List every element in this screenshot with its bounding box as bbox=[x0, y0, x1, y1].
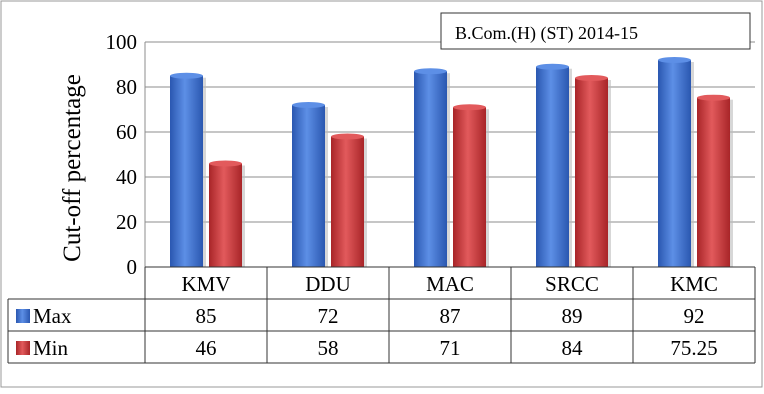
data-value: 84 bbox=[562, 336, 584, 360]
bar-top bbox=[414, 68, 447, 75]
bar-top bbox=[331, 133, 364, 140]
category-label: KMC bbox=[670, 272, 718, 296]
legend-label: Min bbox=[33, 336, 69, 360]
bar-top bbox=[575, 75, 608, 81]
data-value: 72 bbox=[318, 304, 339, 328]
bars bbox=[170, 57, 733, 267]
bar-max-ddu bbox=[292, 102, 328, 267]
data-value: 85 bbox=[196, 304, 217, 328]
bar bbox=[658, 60, 691, 267]
data-value: 71 bbox=[440, 336, 461, 360]
chart-title-box: B.Com.(H) (ST) 2014-15 bbox=[440, 12, 751, 50]
y-tick-label: 100 bbox=[106, 30, 138, 54]
bar bbox=[697, 97, 730, 267]
bar-top bbox=[209, 160, 242, 167]
bar-min-kmv bbox=[209, 160, 245, 267]
bar bbox=[575, 78, 608, 267]
bar bbox=[170, 75, 203, 267]
bar-top bbox=[453, 104, 486, 111]
bar-min-kmc bbox=[697, 94, 733, 267]
bar-max-kmv bbox=[170, 72, 206, 267]
category-label: SRCC bbox=[545, 272, 599, 296]
chart-title: B.Com.(H) (ST) 2014-15 bbox=[455, 23, 638, 44]
bar-min-srcc bbox=[575, 75, 611, 267]
bar-min-mac bbox=[453, 104, 489, 267]
data-value: 89 bbox=[562, 304, 583, 328]
y-tick-label: 40 bbox=[116, 165, 137, 189]
bar-max-mac bbox=[414, 68, 450, 267]
y-tick-label: 20 bbox=[116, 210, 137, 234]
bar-top bbox=[536, 63, 569, 70]
data-value: 75.25 bbox=[670, 336, 717, 360]
y-tick-label: 60 bbox=[116, 120, 137, 144]
legend-label: Max bbox=[33, 304, 72, 328]
bar-max-kmc bbox=[658, 57, 694, 267]
bar-top bbox=[658, 57, 691, 63]
y-axis-label: Cut-off percentage bbox=[59, 74, 86, 262]
category-label: DDU bbox=[305, 272, 351, 296]
bar-top bbox=[697, 94, 730, 101]
bar-min-ddu bbox=[331, 133, 367, 267]
data-value: 87 bbox=[440, 304, 461, 328]
bar bbox=[536, 66, 569, 267]
bar bbox=[209, 163, 242, 267]
legend-swatch bbox=[16, 309, 30, 323]
category-label: MAC bbox=[426, 272, 474, 296]
bar-top bbox=[292, 102, 325, 108]
bar bbox=[453, 107, 486, 267]
category-label: KMV bbox=[181, 272, 230, 296]
data-table: KMV DDU MAC SRCC KMC Max 85 72 87 89 92 Min 46 58 71 84… bbox=[7, 266, 756, 364]
bar bbox=[331, 136, 364, 267]
bar-max-srcc bbox=[536, 63, 572, 267]
y-tick-label: 80 bbox=[116, 75, 137, 99]
bar-top bbox=[170, 72, 203, 79]
data-value: 92 bbox=[684, 304, 705, 328]
y-axis: 0 20 40 60 80 100 bbox=[106, 30, 146, 279]
legend-swatch bbox=[16, 341, 30, 355]
bar bbox=[414, 71, 447, 267]
data-value: 46 bbox=[196, 336, 217, 360]
y-tick-label: 0 bbox=[127, 255, 138, 279]
data-value: 58 bbox=[318, 336, 339, 360]
bar bbox=[292, 105, 325, 267]
